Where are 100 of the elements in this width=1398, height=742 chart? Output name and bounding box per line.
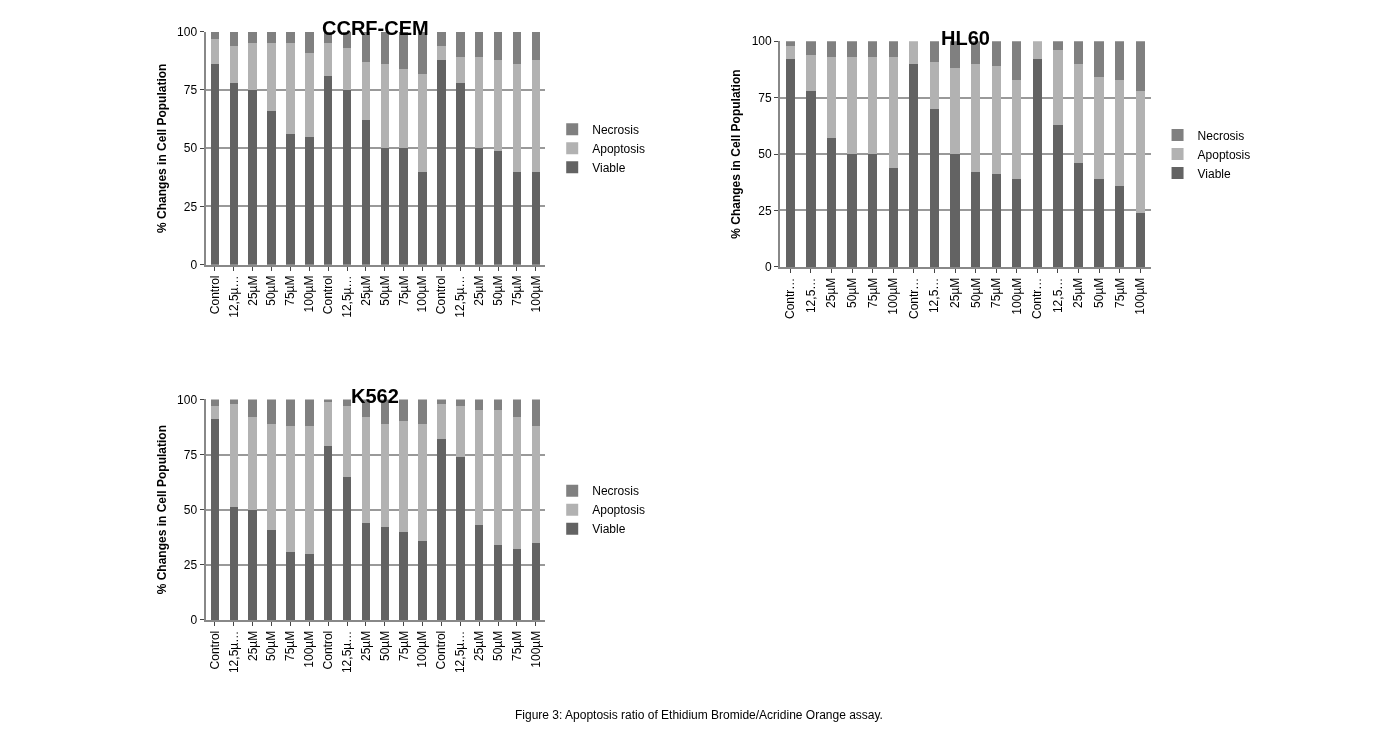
bar [1073, 63, 1084, 164]
y-tick-label: 75 [183, 447, 198, 462]
bar [493, 544, 503, 620]
x-tick-label: 25µM [358, 630, 373, 662]
x-tick-label: 75µM [396, 630, 411, 662]
x-tick-label: 50µM [264, 630, 279, 662]
bar [380, 148, 390, 265]
bar [361, 120, 371, 265]
x-tick-label: Control [434, 275, 449, 315]
x-tick-label: Control [207, 275, 222, 315]
bar [229, 403, 239, 508]
bar [888, 57, 898, 168]
bar [531, 542, 541, 620]
bar [531, 59, 541, 172]
y-tick-label: 0 [765, 260, 772, 275]
x-tick-label: 25µM [472, 630, 487, 662]
bar [305, 31, 314, 53]
bar [1053, 124, 1063, 267]
bar [323, 401, 333, 446]
bar [868, 154, 878, 267]
bar [493, 150, 503, 265]
x-tick-label: Control [434, 630, 449, 670]
bar [210, 406, 220, 420]
x-tick-label: 75µM [989, 277, 1004, 308]
bar [950, 154, 960, 267]
chart-title: HL60 [941, 27, 990, 49]
bar [909, 63, 919, 267]
bar [512, 171, 522, 265]
x-tick-label: 50µM [1092, 277, 1106, 308]
bar [806, 90, 816, 267]
bar [474, 410, 484, 526]
bar [286, 31, 295, 44]
legend-label: Viable [1197, 166, 1232, 181]
bar [286, 425, 295, 552]
bar [210, 31, 220, 39]
bar [1032, 59, 1042, 267]
bar [531, 399, 541, 426]
bar [437, 439, 446, 620]
x-tick-label: 100µM [302, 275, 317, 313]
legend-label: Apoptosis [592, 503, 645, 518]
bar [380, 527, 390, 620]
bar [248, 399, 257, 418]
bar [950, 68, 960, 155]
x-tick-label: 75µM [865, 277, 880, 308]
bar [991, 174, 1001, 267]
y-tick-label: 50 [183, 141, 198, 156]
bar [474, 57, 484, 149]
y-tick-label: 0 [190, 613, 198, 628]
bar [437, 399, 446, 404]
bar [1073, 163, 1084, 267]
y-tick-label: 100 [177, 392, 198, 407]
x-tick-label: 100µM [886, 277, 901, 315]
x-tick-label: 25µM [824, 277, 839, 308]
y-axis-title: % Changes in Cell Population [154, 425, 169, 595]
bar [305, 399, 314, 426]
x-tick-label: 12,5µ… [453, 275, 468, 318]
legend-label: Viable [592, 522, 626, 537]
x-tick-label: 50µM [377, 275, 392, 306]
bar [531, 171, 541, 265]
bar [456, 57, 465, 83]
y-tick-label: 25 [183, 199, 198, 214]
bar [229, 83, 239, 265]
x-tick-label: 12,5µ… [339, 630, 354, 674]
chart-title: CCRF-CEM [322, 17, 429, 39]
bar [342, 406, 352, 477]
bar [456, 456, 465, 620]
x-tick-label: 50µM [845, 277, 860, 308]
bar [909, 41, 919, 64]
bar [248, 509, 257, 620]
bar [361, 62, 371, 121]
bar [248, 43, 257, 90]
bar [868, 41, 878, 58]
x-tick-label: 100µM [302, 630, 317, 668]
bar [323, 43, 333, 77]
bar [437, 31, 446, 46]
bar [305, 136, 314, 265]
bar [1094, 77, 1104, 179]
bar [418, 423, 427, 541]
bar [418, 540, 427, 620]
x-tick-label: Contr… [783, 277, 798, 320]
legend-label: Necrosis [1197, 128, 1245, 143]
bar [512, 31, 522, 65]
x-tick-label: 50µM [490, 630, 505, 662]
x-tick-label: 100µM [415, 630, 430, 668]
bar [785, 59, 795, 267]
bar [1115, 185, 1125, 267]
bar [456, 406, 465, 457]
caption: Figure 3: Apoptosis ratio of Ethidium Bromide/Acridine Orange assay. [515, 708, 883, 722]
bar [437, 403, 446, 440]
legend-label: Viable [592, 160, 626, 175]
bar [361, 417, 371, 523]
x-tick-label: 12,5… [1050, 277, 1065, 314]
x-tick-label: 100µM [415, 275, 430, 313]
bar [970, 172, 981, 267]
y-tick-label: 0 [190, 257, 198, 272]
bar [305, 425, 314, 554]
bar [531, 31, 541, 60]
y-tick-label: 100 [177, 24, 198, 39]
bar [229, 31, 239, 46]
x-tick-label: 50µM [264, 275, 279, 306]
